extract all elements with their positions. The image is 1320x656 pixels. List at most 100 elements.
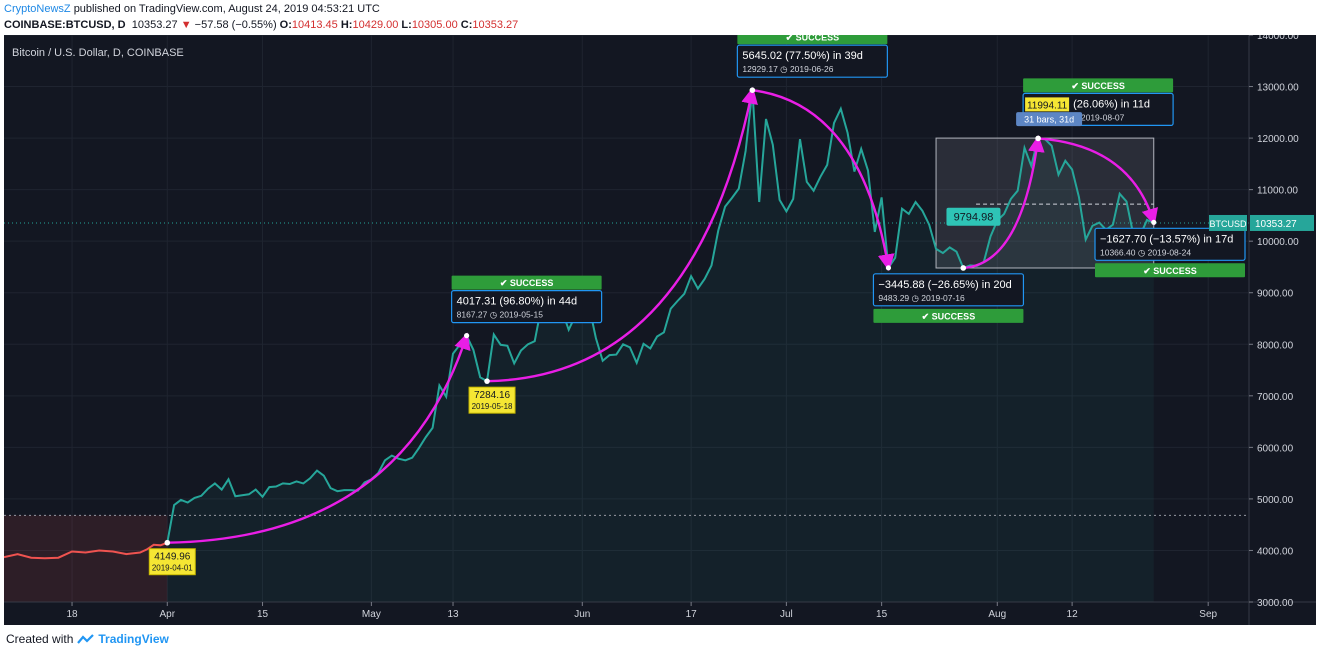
trend-arc-arrow xyxy=(963,135,1045,270)
x-tick-label: 15 xyxy=(257,609,269,620)
measure-callout-box xyxy=(872,273,1025,307)
arc-start-point xyxy=(960,265,967,271)
callout-main-text: (26.06%) in 11d xyxy=(1073,98,1150,110)
price-tag-value: 7284.16 xyxy=(474,390,511,401)
symbol-axis-tag-box xyxy=(1209,214,1247,231)
tradingview-cloud-icon xyxy=(77,634,95,644)
open-label: O: xyxy=(279,19,292,31)
price-change: −57.58 (−0.55%) xyxy=(194,19,277,31)
y-tick-label: 5000.00 xyxy=(1257,495,1294,506)
y-tick-label: 6000.00 xyxy=(1257,443,1294,454)
callout-anchor-point xyxy=(885,265,892,271)
x-tick-label: Sep xyxy=(1199,609,1217,620)
callout-sub-text: 8167.27 ◷ 2019-05-15 xyxy=(457,310,544,320)
symbol-axis-tag: BTCUSD xyxy=(1209,219,1247,229)
trend-arc-arrow xyxy=(752,89,895,272)
x-tick-label: Jun xyxy=(574,609,590,620)
success-badge xyxy=(451,275,602,290)
success-badge-label: ✔ SUCCESS xyxy=(1143,266,1197,276)
chart-title: Bitcoin / U.S. Dollar, D, COINBASE xyxy=(12,47,184,59)
open-value: 10413.45 xyxy=(291,19,338,31)
x-tick-label: 18 xyxy=(66,609,78,620)
y-tick-label: 10000.00 xyxy=(1257,237,1299,248)
y-tick-label: 3000.00 xyxy=(1257,598,1294,609)
price-area-fill xyxy=(167,90,1154,602)
callout-highlight-box xyxy=(1025,97,1070,112)
success-badge-label: ✔ SUCCESS xyxy=(786,35,840,43)
measure-callout-box xyxy=(736,44,888,78)
callout-sub-text: 10366.40 ◷ 2019-08-24 xyxy=(1100,247,1191,257)
callout-anchor-point xyxy=(1035,135,1041,141)
publish-line: CryptoNewsZ published on TradingView.com… xyxy=(4,3,380,15)
low-value: 10305.00 xyxy=(411,19,458,31)
price-tag-value: 4149.96 xyxy=(154,552,191,563)
x-tick-label: 17 xyxy=(686,609,698,620)
callout-main-text: −1627.70 (−13.57%) in 17d xyxy=(1100,233,1233,245)
measure-callout-box xyxy=(451,290,603,324)
ohlc-line: COINBASE:BTCUSD, D 10353.27 ▼ −57.58 (−0… xyxy=(4,19,518,31)
bars-count-label: 31 bars, 31d xyxy=(1024,115,1074,125)
y-tick-label: 11000.00 xyxy=(1257,186,1298,197)
published-text: published on TradingView.com, August 24,… xyxy=(73,3,380,15)
x-tick-label: Apr xyxy=(159,609,175,620)
price-tag-date: 2019-04-01 xyxy=(152,564,193,573)
trend-arc-arrow xyxy=(487,86,758,383)
measure-callout-box xyxy=(1094,227,1246,261)
callout-sub-text: ◷ 2019-08-07 xyxy=(1071,112,1125,122)
x-tick-label: Jul xyxy=(780,609,793,620)
btcusd-series-line xyxy=(166,90,1155,543)
footer: Created with TradingView xyxy=(6,632,169,646)
high-label: H: xyxy=(340,19,353,31)
low-label: L: xyxy=(401,19,412,31)
symbol-label: COINBASE:BTCUSD, D xyxy=(4,19,126,31)
callout-main-text: 5645.02 (77.50%) in 39d xyxy=(742,50,862,62)
high-value: 10429.00 xyxy=(352,19,399,31)
callout-anchor-point xyxy=(1151,219,1157,225)
arc-start-point xyxy=(484,378,490,384)
close-label: C: xyxy=(460,19,473,31)
price-line xyxy=(4,90,1249,560)
y-tick-label: 13000.00 xyxy=(1257,83,1299,94)
trend-arc-arrow xyxy=(167,332,471,544)
publisher-link[interactable]: CryptoNewsZ xyxy=(4,3,71,15)
y-tick-label: 14000.00 xyxy=(1257,35,1299,42)
x-tick-label: May xyxy=(362,609,381,620)
price-tag-box xyxy=(148,548,196,576)
cyan-price-label: 9794.98 xyxy=(954,212,994,224)
last-price-axis-label: 10353.27 xyxy=(1255,219,1297,230)
x-tick-label: 15 xyxy=(876,609,888,620)
x-tick-label: Aug xyxy=(988,609,1006,620)
arc-start-point xyxy=(164,539,171,546)
down-arrow-icon: ▼ xyxy=(180,19,192,31)
y-tick-label: 4000.00 xyxy=(1257,546,1294,557)
callout-main-text: 4017.31 (96.80%) in 44d xyxy=(457,296,577,308)
callout-sub-text: 12929.17 ◷ 2019-06-26 xyxy=(742,64,833,74)
success-badge xyxy=(1023,78,1174,93)
trend-arcs xyxy=(164,86,1158,546)
cyan-price-label-box xyxy=(946,207,1001,226)
pre-april-series-line xyxy=(4,541,168,560)
success-badge xyxy=(737,35,888,45)
success-badge-label: ✔ SUCCESS xyxy=(922,311,976,321)
x-tick-label: 12 xyxy=(1067,609,1079,620)
success-badge xyxy=(1095,263,1245,278)
pre-period-shade xyxy=(4,515,168,602)
success-badge xyxy=(873,308,1024,323)
callout-sub-text: 9483.29 ◷ 2019-07-16 xyxy=(878,293,965,303)
last-price-axis-box xyxy=(1250,214,1314,231)
chart-background xyxy=(4,35,1316,625)
success-badge-label: ✔ SUCCESS xyxy=(500,278,554,288)
x-tick-label: 13 xyxy=(447,609,459,620)
close-value: 10353.27 xyxy=(472,19,519,31)
price-tag-date: 2019-05-18 xyxy=(472,402,513,411)
tradingview-logo[interactable]: TradingView xyxy=(77,632,169,646)
callout-highlight-value: 11994.11 xyxy=(1027,100,1068,111)
y-tick-label: 8000.00 xyxy=(1257,340,1294,351)
price-tag-box xyxy=(468,386,516,414)
bars-count-label-box xyxy=(1016,112,1083,127)
area-fill xyxy=(4,90,1249,602)
callout-anchor-point xyxy=(749,87,755,93)
callout-anchor-point xyxy=(464,333,470,339)
